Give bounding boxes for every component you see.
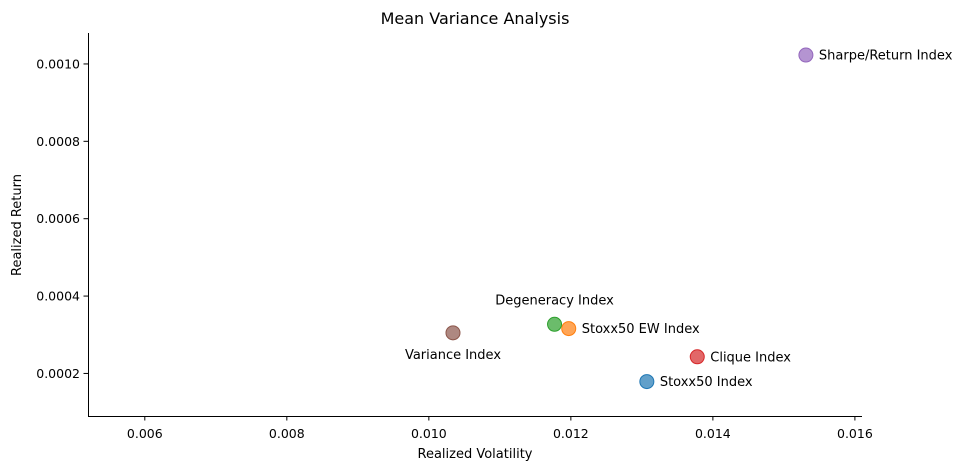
point-label: Degeneracy Index bbox=[495, 293, 614, 308]
data-point bbox=[798, 47, 814, 63]
point-label: Stoxx50 Index bbox=[660, 375, 753, 390]
data-point bbox=[547, 316, 563, 332]
y-tick-label: 0.0010 bbox=[36, 56, 80, 71]
x-tick-label: 0.012 bbox=[553, 426, 589, 441]
y-axis-ticks: 0.0002 0.0004 0.0006 0.0008 0.0010 bbox=[36, 56, 88, 381]
data-point bbox=[445, 325, 461, 341]
x-tick-label: 0.014 bbox=[695, 426, 731, 441]
y-tick-label: 0.0004 bbox=[36, 289, 80, 304]
data-point bbox=[561, 321, 577, 337]
y-axis-label: Realized Return bbox=[10, 174, 25, 276]
x-axis-label: Realized Volatility bbox=[418, 447, 533, 462]
y-tick-label: 0.0006 bbox=[36, 211, 80, 226]
point-label: Clique Index bbox=[710, 350, 791, 365]
x-tick-label: 0.010 bbox=[411, 426, 447, 441]
data-points: Stoxx50 Index Stoxx50 EW Index Degeneracy … bbox=[405, 47, 953, 390]
x-tick-label: 0.016 bbox=[837, 426, 873, 441]
chart-title: Mean Variance Analysis bbox=[381, 9, 570, 28]
x-tick-label: 0.006 bbox=[127, 426, 163, 441]
x-tick-label: 0.008 bbox=[269, 426, 305, 441]
point-label: Sharpe/Return Index bbox=[819, 49, 953, 64]
y-tick-label: 0.0008 bbox=[36, 134, 80, 149]
x-axis-ticks: 0.006 0.008 0.010 0.012 0.014 0.016 bbox=[127, 416, 873, 441]
data-point bbox=[639, 374, 655, 390]
point-label: Variance Index bbox=[405, 348, 501, 363]
data-point bbox=[689, 349, 705, 365]
point-label: Stoxx50 EW Index bbox=[582, 322, 700, 337]
y-tick-label: 0.0002 bbox=[36, 366, 80, 381]
